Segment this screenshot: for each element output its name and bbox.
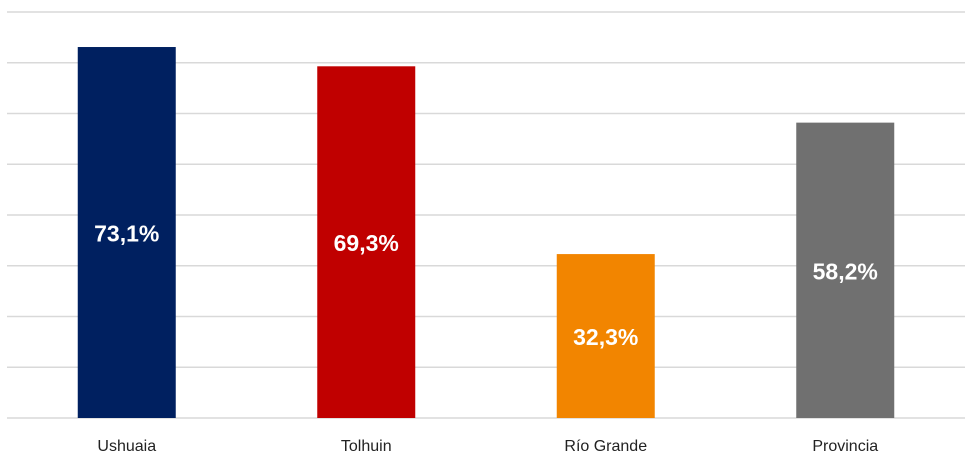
x-tick-label: Río Grande	[564, 438, 647, 455]
bar	[796, 122, 895, 418]
bar	[556, 254, 655, 418]
value-label: 69,3%	[334, 230, 399, 256]
x-tick-label: Ushuaia	[97, 438, 156, 455]
bar	[317, 66, 416, 419]
value-label: 32,3%	[573, 324, 638, 350]
value-label: 58,2%	[813, 258, 878, 284]
bar	[77, 47, 176, 418]
value-label: 73,1%	[94, 221, 159, 247]
x-tick-label: Tolhuin	[341, 438, 392, 455]
x-tick-label: Provincia	[812, 438, 878, 455]
